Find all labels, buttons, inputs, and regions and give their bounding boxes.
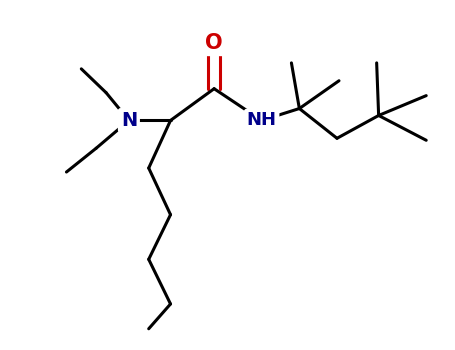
Text: NH: NH (247, 111, 277, 130)
Text: N: N (121, 111, 137, 130)
Text: O: O (205, 33, 223, 53)
